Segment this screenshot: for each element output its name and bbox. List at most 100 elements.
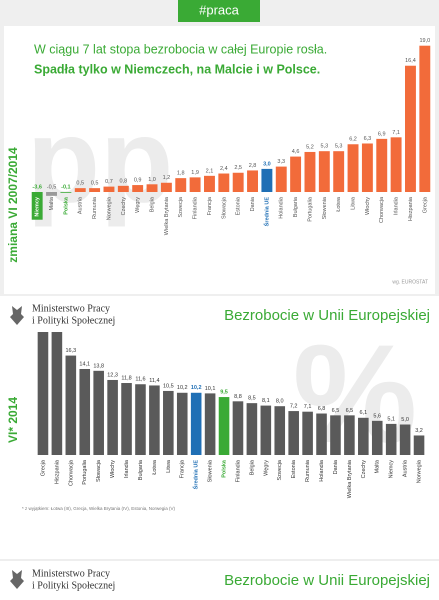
value-label: 0,5 [76, 181, 84, 187]
x-tick-label: Finlandia [193, 196, 199, 219]
bar [218, 397, 230, 455]
x-tick-label: Litwa [166, 459, 172, 473]
x-tick-label: Szwecja [277, 459, 283, 480]
x-tick-label: Finlandia [235, 459, 241, 482]
x-tick-label: Estonia [291, 459, 297, 478]
value-label: 2,4 [220, 166, 228, 172]
value-label: 1,0 [148, 177, 156, 183]
value-label: 12,3 [107, 372, 118, 378]
bar [135, 384, 146, 455]
bar [176, 392, 188, 455]
tag: #praca [199, 2, 240, 17]
x-tick-label: Rumunia [92, 196, 98, 219]
value-label: 1,9 [191, 170, 199, 176]
value-label: 3,0 [263, 161, 271, 167]
x-tick-label: Szwecja [178, 196, 184, 217]
bar [65, 355, 77, 455]
value-label: 7,1 [304, 404, 312, 410]
x-tick-label: Holandia [279, 196, 285, 219]
bar [204, 393, 216, 455]
bar [46, 192, 57, 196]
bar [37, 332, 49, 455]
value-label: 10,5 [163, 383, 174, 389]
value-label: 6,9 [378, 131, 386, 137]
x-tick-label: Rumunia [305, 459, 311, 482]
value-label: 10,2 [191, 385, 202, 391]
x-tick-label: Francja [207, 196, 213, 215]
value-label: 0,5 [91, 181, 99, 187]
bar [288, 411, 299, 455]
bar [31, 192, 43, 220]
value-label: 6,5 [332, 408, 340, 414]
x-tick-label: Irlandia [394, 196, 400, 215]
bar [333, 151, 345, 192]
value-label: -3,6 [32, 184, 41, 190]
value-label: 1,8 [177, 171, 185, 177]
bar [121, 383, 132, 455]
logo [10, 570, 24, 589]
bar [419, 45, 431, 193]
x-tick-label: Łotwa [336, 196, 342, 212]
bar [275, 166, 287, 192]
bar [74, 188, 86, 192]
x-tick-label: Czechy [121, 197, 127, 216]
x-tick-label: Grecja [40, 459, 46, 476]
bar [246, 403, 258, 455]
bar [304, 151, 316, 192]
ministry-name: i Polityki Społecznej [32, 580, 115, 591]
bar [399, 424, 411, 455]
x-tick-label: Norwegia [106, 196, 112, 220]
x-tick-label: Niemcy [389, 460, 395, 479]
bar [316, 413, 327, 455]
value-label: 6,5 [346, 408, 354, 414]
bar [163, 390, 174, 455]
bar [371, 420, 383, 455]
x-tick-label: Wielka Brytania [164, 196, 170, 235]
value-label: 5,2 [306, 144, 314, 150]
bar [51, 332, 63, 455]
footnote: * z wyjątkiem: Łotwa (III), Grecja, Wiel… [22, 506, 176, 511]
x-tick-label: Węgry [135, 197, 141, 213]
bar [190, 392, 202, 455]
tag-box [178, 0, 260, 22]
x-tick-label: Chorwacja [379, 196, 385, 223]
x-tick-label: Malta [375, 459, 381, 473]
value-label: 0,8 [119, 178, 127, 184]
value-label: 5,3 [335, 144, 343, 150]
x-tick-label: Belgia [249, 459, 255, 475]
bars [37, 332, 425, 455]
x-tick-label: Grecja [422, 196, 428, 213]
bar [390, 137, 402, 192]
bar [149, 385, 160, 455]
x-tick-label: Słowacja [221, 196, 227, 219]
x-tick-label: Polska [221, 459, 227, 478]
ministry-name: Ministerstwo Pracy [32, 568, 110, 579]
bar [413, 435, 425, 455]
source: wg. EUROSTAT [392, 279, 428, 285]
x-tick-label: Holandia [319, 459, 325, 482]
x-tick-label: Belgia [149, 196, 155, 212]
bar [79, 368, 91, 455]
x-tick-label: Portugalia [307, 196, 313, 222]
x-tick-label: Estonia [236, 196, 242, 215]
value-label: 10,2 [177, 385, 188, 391]
value-label: 8,5 [248, 396, 256, 402]
ministry-name: i Polityki Społecznej [32, 315, 115, 326]
value-label: 11,8 [121, 375, 131, 381]
bar [260, 405, 272, 455]
side-label: zmiana VI 2007/2014 [6, 147, 20, 263]
value-label: 2,8 [249, 163, 257, 169]
value-label: 5,6 [373, 413, 381, 419]
x-tick-label: Irlandia [124, 459, 130, 478]
value-label: 0,9 [134, 178, 142, 184]
bar [385, 423, 397, 455]
bar [117, 185, 129, 192]
subtitle: Spadła tylko w Niemczech, na Malcie i w … [34, 62, 320, 76]
watermark: % [293, 315, 417, 472]
x-tick-label: Włochy [110, 460, 116, 478]
bar [347, 144, 359, 192]
banner-title: Bezrobocie w Unii Europejskiej [224, 307, 430, 324]
x-tick-label: Słowacja [96, 459, 102, 482]
x-tick-label: Bułgaria [138, 459, 144, 480]
value-label: 6,3 [364, 136, 372, 142]
